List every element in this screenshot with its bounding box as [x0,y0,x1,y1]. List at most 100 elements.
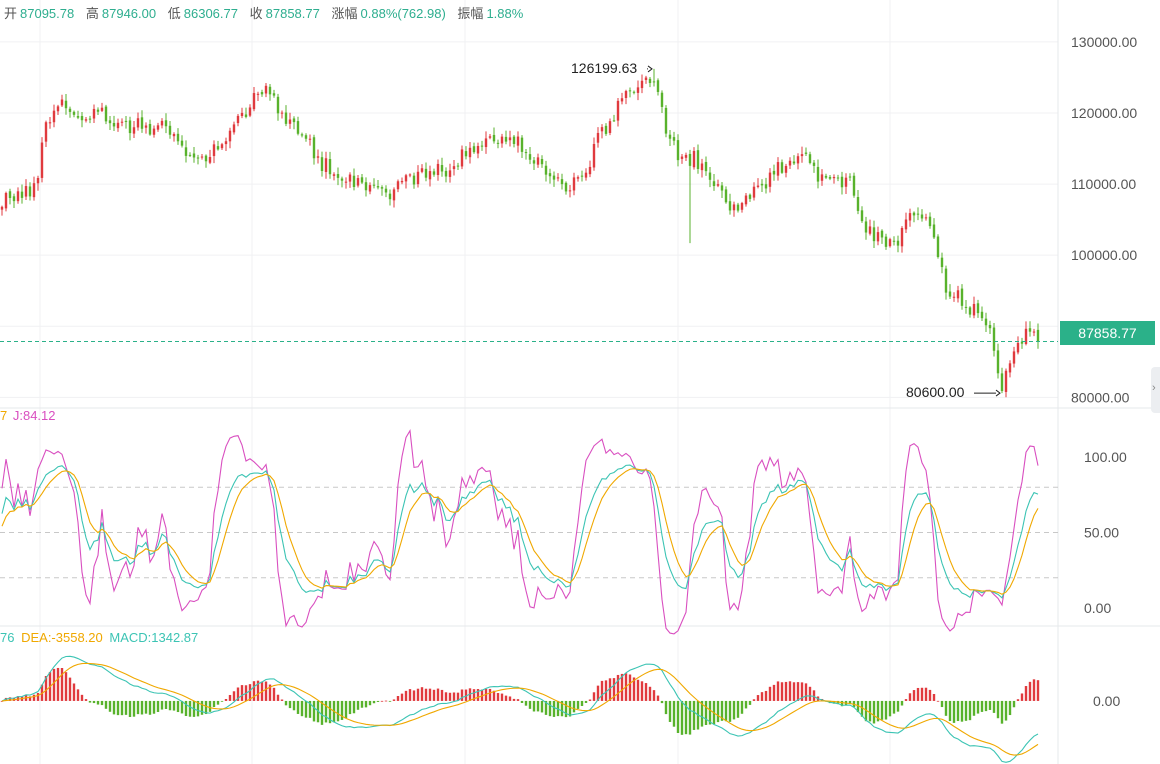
candle-body [856,197,860,211]
candle-body [300,134,304,136]
macd-histogram-bar [268,684,272,701]
candle-body [968,307,972,315]
macd-histogram-bar [884,700,888,720]
close-value: 87858.77 [265,6,320,21]
candle-body [80,116,84,121]
macd-histogram-bar [536,700,540,712]
candle-body [232,124,236,133]
macd-histogram-bar [212,700,216,708]
macd-histogram-bar [460,689,464,701]
macd-histogram-bar [548,700,552,717]
macd-histogram-bar [808,686,812,701]
candle-body [576,177,580,179]
collapse-handle[interactable]: › [1151,367,1160,413]
candle-body [628,90,632,92]
macd-histogram-bar [616,674,620,701]
macd-histogram-bar [976,700,980,714]
candle-body [16,191,20,202]
candle-body [948,291,952,297]
macd-histogram-bar [596,685,600,701]
macd-histogram-bar [32,694,36,701]
candle-body [444,170,448,177]
candle-body [920,214,924,219]
macd-histogram-bar [436,688,440,701]
candle-body [532,160,536,164]
macd-histogram-bar [204,700,208,715]
macd-histogram-bar [904,699,908,701]
candle-body [168,125,172,135]
macd-histogram-bar [992,700,996,713]
price-axis-tick-2: 110000.00 [1071,176,1136,192]
candle-body [412,175,416,185]
candle-body [744,195,748,205]
candle-body [756,185,760,187]
max-price-label: 126199.63 [571,60,637,76]
candle-body [248,107,252,116]
macd-histogram-bar [220,700,224,702]
macd-histogram-bar [148,700,152,715]
candle-body [436,163,440,176]
macd-histogram-bar [104,700,108,709]
candle-body [940,257,944,268]
candle-body [332,174,336,176]
max-price-arrowhead [647,65,653,73]
candle-body [480,145,484,147]
candle-body [736,204,740,211]
macd-histogram-bar [452,692,456,701]
macd-histogram-bar [788,681,792,701]
candle-body [344,181,348,183]
macd-histogram-bar [512,698,516,701]
macd-dea-line [1,662,1039,756]
macd-histogram-bar [360,700,364,708]
candle-body [560,179,564,185]
candle-body [916,213,920,215]
macd-histogram-bar [792,682,796,701]
macd-histogram-bar [80,694,84,701]
candle-body [212,144,216,157]
macd-histogram-bar [144,700,148,714]
macd-histogram-bar [684,700,688,735]
candle-body [184,147,188,156]
kdj-d-line [1,468,1039,595]
macd-histogram-bar [760,692,764,701]
candle-body [984,318,988,326]
candle-body [268,86,272,95]
macd-histogram-bar [196,700,200,717]
macd-histogram-bar [796,682,800,701]
macd-histogram-bar [16,696,20,701]
macd-histogram-bar [396,696,400,701]
candle-body [716,184,720,186]
candle-body [1000,373,1004,392]
macd-histogram-bar [916,687,920,701]
macd-histogram-bar [504,695,508,701]
macd-histogram-bar [740,700,744,714]
macd-histogram-bar [880,700,884,720]
candle-body [900,227,904,247]
candle-body [872,227,876,242]
candle-body [512,136,516,144]
candle-body [644,77,648,81]
macd-histogram-bar [312,700,316,722]
candle-body [760,183,764,186]
candle-body [660,92,664,107]
macd-histogram-bar [600,680,604,701]
candle-body [304,135,308,139]
macd-histogram-bar [520,700,524,703]
macd-histogram-bar [440,689,444,701]
macd-histogram-bar [404,690,408,701]
candle-body [72,111,76,115]
macd-histogram-bar [348,700,352,715]
macd-histogram-bar [256,680,260,701]
candle-body [52,110,56,123]
candle-body [264,85,268,94]
macd-histogram-bar [608,678,612,701]
candle-body [720,185,724,191]
macd-histogram-bar [752,699,756,701]
candle-body [620,98,624,102]
candle-body [276,96,280,114]
candle-body [216,146,220,150]
macd-histogram-bar [1008,700,1012,716]
candle-body [528,154,532,160]
candle-body [624,91,628,98]
